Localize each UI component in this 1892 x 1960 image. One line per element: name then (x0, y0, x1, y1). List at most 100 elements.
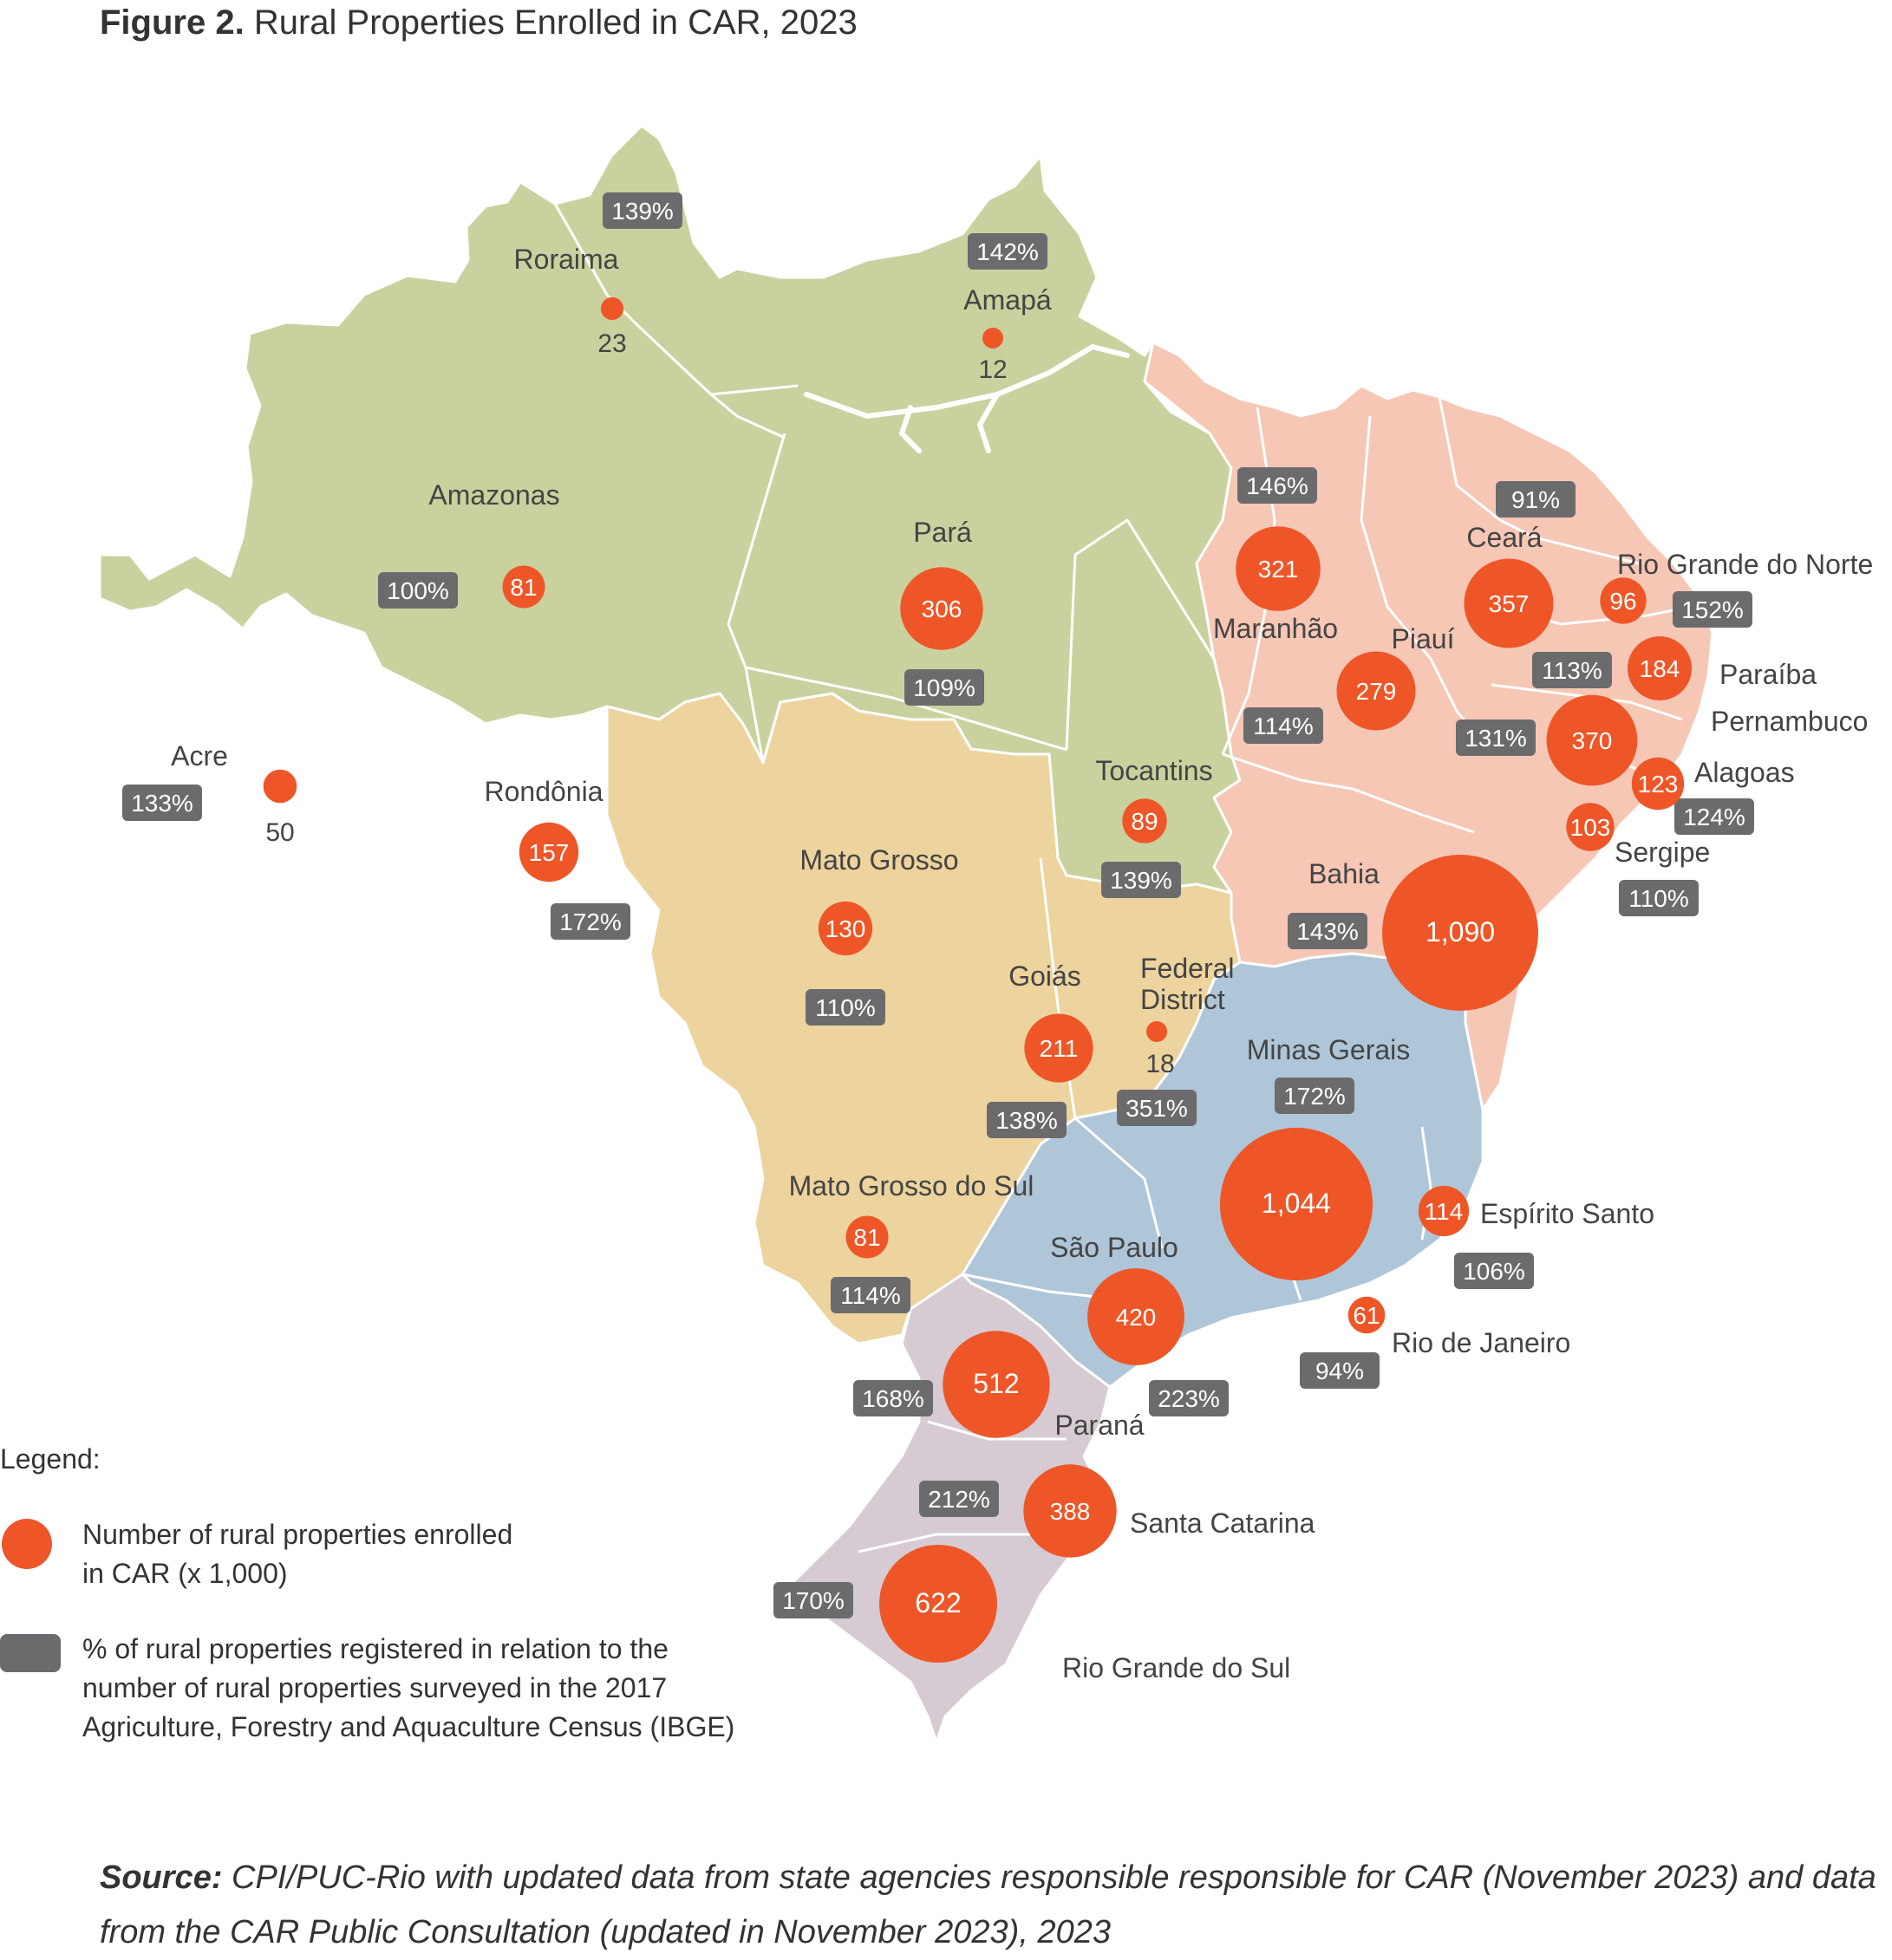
bubble-value-rio-de-janeiro: 61 (1353, 1302, 1380, 1329)
bubble-value-tocantins: 89 (1131, 808, 1158, 835)
state-label-mato-grosso: Mato Grosso (799, 844, 958, 876)
bubble-sergipe (1566, 803, 1615, 851)
pct-box-bahia (1288, 913, 1367, 949)
bubble-value-sergipe: 103 (1570, 814, 1611, 841)
bubble-santa-catarina (1023, 1464, 1117, 1558)
bubble-value-santa-catarina: 388 (1050, 1498, 1091, 1525)
legend-box-swatch (0, 1634, 61, 1672)
bubble-value-amapa: 12 (978, 355, 1007, 384)
bubble-goias (1024, 1013, 1093, 1083)
pct-value-ceara: 91% (1511, 486, 1560, 513)
pct-value-rio-grande-do-sul: 170% (782, 1587, 845, 1614)
bubble-para (900, 567, 983, 650)
legend-box-line-1: % of rural properties registered in rela… (82, 1633, 669, 1664)
pct-value-tocantins: 139% (1110, 867, 1172, 894)
pct-value-sergipe: 110% (1628, 885, 1689, 912)
bubble-ceara (1464, 558, 1554, 648)
pct-box-mato-grosso (806, 989, 885, 1026)
bubble-federal-district (1146, 1021, 1167, 1042)
bubble-value-goias: 211 (1040, 1035, 1079, 1062)
state-label-santa-catarina: Santa Catarina (1130, 1507, 1315, 1539)
state-label-minas-gerais: Minas Gerais (1247, 1034, 1411, 1065)
legend-bubble-swatch (2, 1519, 52, 1569)
state-label-sergipe: Sergipe (1615, 837, 1710, 868)
bubble-roraima (600, 296, 624, 321)
pct-box-para (904, 669, 984, 706)
pct-box-maranhao (1237, 467, 1317, 504)
bubble-value-sao-paulo: 420 (1116, 1304, 1157, 1331)
bubble-value-maranhao: 321 (1258, 556, 1299, 583)
state-label-maranhao: Maranhão (1213, 613, 1338, 644)
bubble-piaui (1336, 651, 1416, 731)
bubble-value-pernambuco: 370 (1572, 727, 1613, 754)
bubble-rondonia (519, 822, 579, 882)
figure-title: Figure 2. Rural Properties Enrolled in C… (100, 3, 858, 42)
pct-box-rio-de-janeiro (1300, 1352, 1380, 1389)
bubble-paraiba (1628, 636, 1692, 700)
state-label-parana: Paraná (1054, 1410, 1144, 1441)
pct-box-acre (122, 785, 202, 821)
pct-value-espirito-santo: 106% (1463, 1258, 1525, 1285)
pct-value-rondonia: 172% (559, 908, 622, 935)
pct-value-sao-paulo: 223% (1158, 1385, 1220, 1412)
state-label-pernambuco: Pernambuco (1711, 706, 1868, 737)
bubble-amazonas (502, 565, 545, 609)
state-label-rondonia: Rondônia (485, 776, 603, 807)
source-label: Source: (100, 1859, 223, 1896)
state-label-ceara: Ceará (1466, 522, 1542, 553)
bubble-value-bahia: 1,090 (1426, 916, 1495, 947)
state-label-para: Pará (913, 517, 972, 548)
state-label-bahia: Bahia (1308, 858, 1380, 889)
bubble-value-roraima: 23 (597, 329, 626, 358)
bubble-mato-grosso (818, 901, 873, 956)
pct-value-pernambuco: 131% (1465, 725, 1527, 752)
pct-value-parana: 168% (862, 1385, 924, 1412)
pct-box-rio-grande-do-sul (773, 1582, 853, 1618)
state-label-amapa: Amapá (963, 284, 1052, 316)
pct-value-rio-de-janeiro: 94% (1315, 1358, 1364, 1384)
state-label-federal-district: Federal District (1140, 953, 1235, 1015)
pct-value-amazonas: 100% (387, 577, 449, 604)
pct-box-santa-catarina (919, 1481, 999, 1517)
bubble-rio-grande-do-norte (1600, 577, 1647, 624)
amazon-river-mouth (804, 343, 1130, 453)
pct-value-alagoas: 124% (1683, 804, 1745, 830)
pct-value-minas-gerais: 172% (1283, 1083, 1346, 1110)
state-label-espirito-santo: Espírito Santo (1480, 1198, 1654, 1229)
bubble-value-mato-grosso-do-sul: 81 (853, 1224, 880, 1251)
bubble-parana (943, 1331, 1050, 1438)
source-text: CPI/PUC-Rio with updated data from state… (100, 1859, 1876, 1950)
state-label-rio-de-janeiro: Rio de Janeiro (1392, 1327, 1570, 1358)
bubble-amapa (982, 328, 1003, 348)
pct-box-rio-grande-do-norte (1673, 591, 1752, 628)
pct-box-rondonia (551, 903, 630, 940)
state-label-acre: Acre (171, 740, 228, 772)
pct-value-santa-catarina: 212% (928, 1486, 990, 1513)
pct-box-roraima (603, 192, 682, 229)
bubble-value-piaui: 279 (1356, 678, 1397, 705)
state-label-paraiba: Paraíba (1719, 659, 1817, 690)
enrolled-bubbles: 23 12 81 306 50 157 89 321 279 357 96 184 370 123 103 1… (263, 296, 1692, 1663)
bubble-value-minas-gerais: 1,044 (1262, 1188, 1331, 1219)
pct-box-amazonas (378, 572, 458, 609)
bubble-espirito-santo (1418, 1185, 1470, 1237)
pct-box-minas-gerais (1275, 1078, 1354, 1114)
bubble-value-rio-grande-do-norte: 96 (1609, 588, 1636, 615)
legend-bubble-text: Number of rural properties enrolled in C… (82, 1515, 828, 1593)
state-label-tocantins: Tocantins (1095, 755, 1212, 786)
bubble-value-federal-district: 18 (1145, 1050, 1174, 1078)
pct-box-federal-district (1117, 1090, 1197, 1126)
pct-box-paraiba (1532, 652, 1612, 688)
bubble-value-espirito-santo: 114 (1425, 1198, 1464, 1225)
pct-box-ceara (1496, 481, 1576, 518)
bubble-rio-de-janeiro (1347, 1296, 1386, 1334)
pct-value-rio-grande-do-norte: 152% (1681, 596, 1744, 623)
bubble-rio-grande-do-sul (879, 1545, 997, 1663)
bubble-sao-paulo (1087, 1268, 1184, 1365)
pct-box-sergipe (1619, 880, 1699, 916)
bubble-mato-grosso-do-sul (845, 1215, 889, 1259)
state-label-rio-grande-do-norte: Rio Grande do Norte (1617, 549, 1873, 580)
bubble-alagoas (1631, 757, 1685, 811)
pct-box-mato-grosso-do-sul (831, 1277, 910, 1313)
